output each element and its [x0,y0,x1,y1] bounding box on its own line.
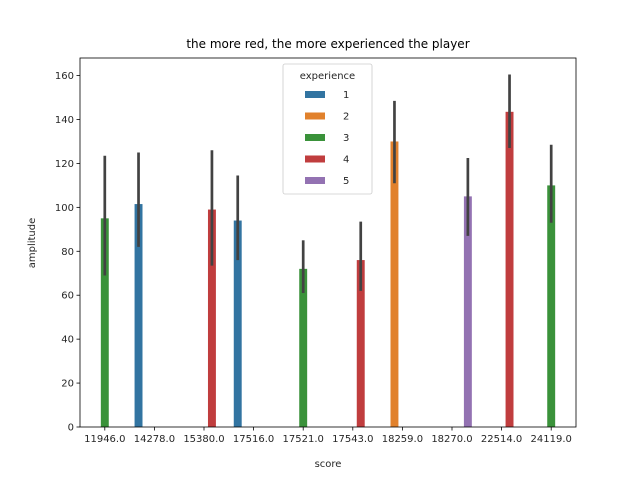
bar [233,220,242,427]
x-tick-label: 18259.0 [382,434,423,445]
bar [207,209,216,427]
x-tick-label: 11946.0 [84,434,125,445]
x-tick-label: 14278.0 [134,434,175,445]
x-tick-label: 18270.0 [431,434,472,445]
y-tick-label: 20 [61,379,74,390]
x-tick-label: 17516.0 [233,434,274,445]
x-tick-label: 17543.0 [332,434,373,445]
bar [547,185,556,427]
x-tick-label: 22514.0 [481,434,522,445]
y-tick-label: 60 [61,291,74,302]
bar [505,111,514,427]
y-tick-label: 40 [61,335,74,346]
legend-swatch [305,112,325,120]
bar [299,268,308,427]
y-tick-label: 0 [68,423,74,434]
y-tick-label: 160 [55,71,74,82]
chart-title: the more red, the more experienced the p… [186,37,469,51]
legend-entry: 2 [343,112,349,123]
x-tick-label: 17521.0 [283,434,324,445]
bar [100,218,109,427]
legend-box [282,63,373,195]
legend-entry: 3 [343,133,349,144]
legend-title: experience [300,71,355,82]
axes-frame [79,57,577,428]
y-tick-label: 100 [55,203,74,214]
x-tick-label: 15380.0 [183,434,224,445]
legend-entry: 5 [343,176,349,187]
legend-swatch [305,134,325,141]
bar [463,196,472,427]
x-tick-label: 24119.0 [531,434,572,445]
bar [356,260,365,427]
legend-swatch [305,155,325,163]
x-axis-label: score [315,459,342,470]
legend-entry: 1 [343,90,349,101]
y-tick-label: 140 [55,115,74,126]
plot-area: 0 20 40 60 80 100 120 140 160 11946.0 14278.0 15380… [55,57,577,445]
y-axis-label: amplitude [27,218,38,269]
legend-entry: 4 [343,155,349,166]
legend-swatch [305,91,325,98]
bar [390,141,399,427]
legend-swatch [305,177,325,184]
bar [134,204,143,427]
y-tick-label: 80 [61,247,74,258]
y-tick-label: 120 [55,159,74,170]
